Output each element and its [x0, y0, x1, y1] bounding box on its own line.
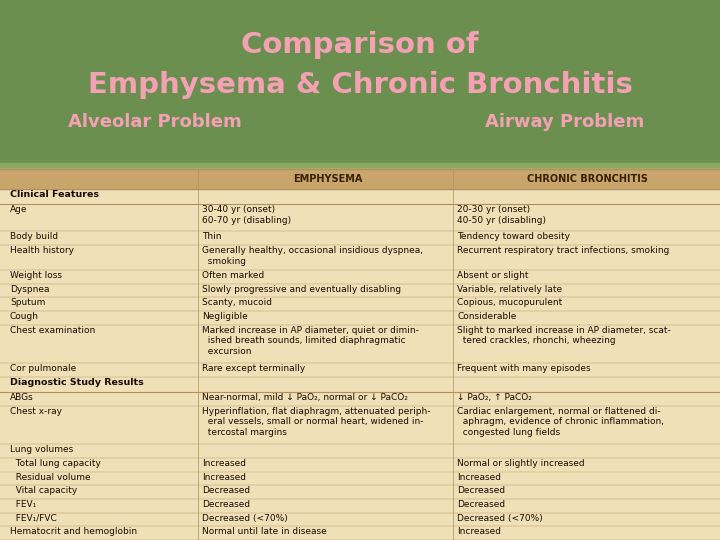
Text: Decreased: Decreased: [202, 487, 250, 495]
Text: ABGs: ABGs: [10, 393, 34, 402]
Text: FEV₁: FEV₁: [10, 500, 36, 509]
Text: Normal until late in disease: Normal until late in disease: [202, 528, 327, 536]
Text: 30-40 yr (onset)
60-70 yr (disabling): 30-40 yr (onset) 60-70 yr (disabling): [202, 205, 291, 225]
Text: Alveolar Problem: Alveolar Problem: [68, 113, 242, 131]
Text: Increased: Increased: [202, 459, 246, 468]
Text: FEV₁/FVC: FEV₁/FVC: [10, 514, 57, 523]
Text: Residual volume: Residual volume: [10, 472, 91, 482]
Text: Recurrent respiratory tract infections, smoking: Recurrent respiratory tract infections, …: [457, 246, 670, 255]
Text: Health history: Health history: [10, 246, 74, 255]
Text: Increased: Increased: [457, 472, 501, 482]
Text: Airway Problem: Airway Problem: [485, 113, 644, 131]
Text: Total lung capacity: Total lung capacity: [10, 459, 101, 468]
Text: Rare except terminally: Rare except terminally: [202, 364, 305, 373]
Text: Decreased: Decreased: [457, 487, 505, 495]
Text: Tendency toward obesity: Tendency toward obesity: [457, 232, 570, 241]
Text: Cough: Cough: [10, 312, 39, 321]
Text: Clinical Features: Clinical Features: [10, 190, 99, 199]
Text: Cardiac enlargement, normal or flattened di-
  aphragm, evidence of chronic infl: Cardiac enlargement, normal or flattened…: [457, 407, 664, 437]
Text: Slowly progressive and eventually disabling: Slowly progressive and eventually disabl…: [202, 285, 401, 294]
Text: Variable, relatively late: Variable, relatively late: [457, 285, 562, 294]
Text: Frequent with many episodes: Frequent with many episodes: [457, 364, 590, 373]
Text: Increased: Increased: [457, 528, 501, 536]
Text: Scanty, mucoid: Scanty, mucoid: [202, 298, 272, 307]
Bar: [0, 169, 720, 540]
Text: EMPHYSEMA: EMPHYSEMA: [293, 174, 362, 184]
Text: Comparison of: Comparison of: [241, 31, 479, 59]
Text: Thin: Thin: [202, 232, 222, 241]
Text: Emphysema & Chronic Bronchitis: Emphysema & Chronic Bronchitis: [88, 71, 632, 99]
Text: CHRONIC BRONCHITIS: CHRONIC BRONCHITIS: [527, 174, 648, 184]
Text: Generally healthy, occasional insidious dyspnea,
  smoking: Generally healthy, occasional insidious …: [202, 246, 423, 266]
Text: Dyspnea: Dyspnea: [10, 285, 50, 294]
Text: Body build: Body build: [10, 232, 58, 241]
Text: Lung volumes: Lung volumes: [10, 446, 73, 454]
Text: Chest examination: Chest examination: [10, 326, 95, 335]
Text: Chest x-ray: Chest x-ray: [10, 407, 62, 415]
Bar: [0, 163, 720, 169]
Text: Hyperinflation, flat diaphragm, attenuated periph-
  eral vessels, small or norm: Hyperinflation, flat diaphragm, attenuat…: [202, 407, 431, 437]
Text: Normal or slightly increased: Normal or slightly increased: [457, 459, 585, 468]
Text: Decreased: Decreased: [202, 500, 250, 509]
Text: Decreased (<70%): Decreased (<70%): [457, 514, 543, 523]
Text: Cor pulmonale: Cor pulmonale: [10, 364, 76, 373]
Text: Hematocrit and hemoglobin: Hematocrit and hemoglobin: [10, 528, 137, 536]
Text: Vital capacity: Vital capacity: [10, 487, 77, 495]
Text: Absent or slight: Absent or slight: [457, 271, 528, 280]
Text: Age: Age: [10, 205, 27, 214]
Bar: [0, 169, 720, 189]
Text: Negligible: Negligible: [202, 312, 248, 321]
Text: Near-normal, mild ↓ PaO₂, normal or ↓ PaCO₂: Near-normal, mild ↓ PaO₂, normal or ↓ Pa…: [202, 393, 408, 402]
Text: Copious, mucopurulent: Copious, mucopurulent: [457, 298, 562, 307]
Text: Decreased: Decreased: [457, 500, 505, 509]
Text: ↓ PaO₂, ↑ PaCO₂: ↓ PaO₂, ↑ PaCO₂: [457, 393, 532, 402]
Text: Increased: Increased: [202, 472, 246, 482]
Text: Decreased (<70%): Decreased (<70%): [202, 514, 288, 523]
Text: 20-30 yr (onset)
40-50 yr (disabling): 20-30 yr (onset) 40-50 yr (disabling): [457, 205, 546, 225]
Text: Considerable: Considerable: [457, 312, 516, 321]
Text: Slight to marked increase in AP diameter, scat-
  tered crackles, rhonchi, wheez: Slight to marked increase in AP diameter…: [457, 326, 671, 346]
Text: Weight loss: Weight loss: [10, 271, 62, 280]
Text: Sputum: Sputum: [10, 298, 45, 307]
Text: Marked increase in AP diameter, quiet or dimin-
  ished breath sounds, limited d: Marked increase in AP diameter, quiet or…: [202, 326, 419, 356]
Text: Diagnostic Study Results: Diagnostic Study Results: [10, 378, 144, 387]
Text: Often marked: Often marked: [202, 271, 264, 280]
